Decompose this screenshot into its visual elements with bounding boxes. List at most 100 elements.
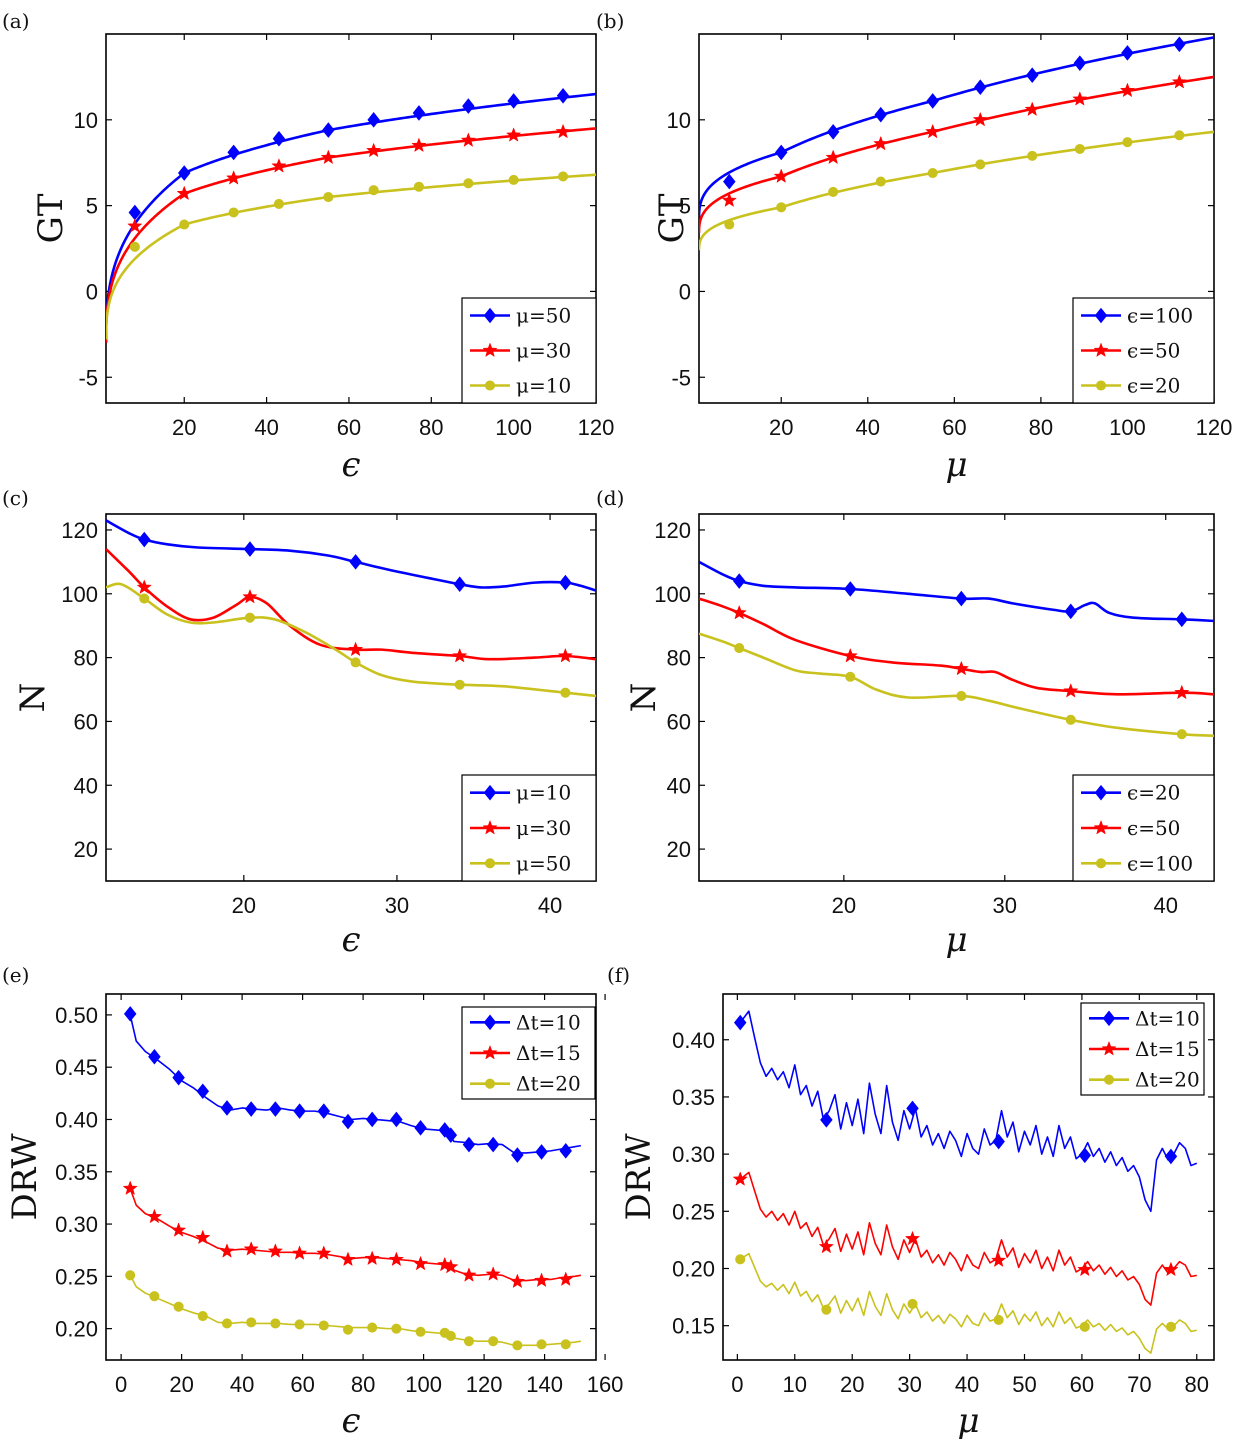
legend-swatch-marker xyxy=(483,784,497,801)
data-point xyxy=(365,1111,379,1128)
x-tick-label: 20 xyxy=(172,415,196,440)
series-1 xyxy=(106,87,596,343)
data-point xyxy=(136,579,152,594)
x-axis-title: ϵ xyxy=(341,1401,360,1441)
legend-swatch-marker xyxy=(484,858,496,869)
legend-swatch-marker xyxy=(1094,307,1108,324)
data-point xyxy=(488,1336,499,1347)
data-point xyxy=(390,1111,403,1128)
series-line xyxy=(699,75,1214,234)
data-point xyxy=(318,1320,329,1331)
data-point xyxy=(560,687,571,698)
x-tick-label: 80 xyxy=(1029,415,1053,440)
data-point xyxy=(1072,91,1088,106)
y-tick-label: -5 xyxy=(78,365,98,390)
x-tick-label: 40 xyxy=(1153,893,1177,918)
data-point xyxy=(127,218,143,233)
data-point xyxy=(723,173,736,190)
plot-area xyxy=(122,1006,582,1351)
x-tick-label: 40 xyxy=(538,893,562,918)
legend-swatch-marker xyxy=(483,1014,497,1031)
y-tick-label: 5 xyxy=(679,194,691,219)
y-axis-title: N xyxy=(13,683,53,713)
data-point xyxy=(412,105,426,121)
data-point xyxy=(953,660,969,676)
data-point xyxy=(990,1252,1007,1268)
legend: μ=50 μ=30 μ=10 xyxy=(461,297,597,404)
data-point xyxy=(291,1245,308,1260)
legend-label: μ=30 xyxy=(516,339,571,363)
x-tick-label: 60 xyxy=(290,1372,314,1397)
data-point xyxy=(368,185,379,196)
legend-label: Δt=15 xyxy=(1135,1037,1200,1061)
data-point xyxy=(844,581,857,597)
legend-swatch-marker xyxy=(484,1078,496,1089)
legend-label: Δt=10 xyxy=(516,1010,581,1034)
data-point xyxy=(342,1324,354,1335)
x-tick-label: 160 xyxy=(587,1372,624,1397)
data-point xyxy=(873,135,889,151)
x-tick-label: 100 xyxy=(405,1372,442,1397)
data-point xyxy=(555,123,571,139)
data-point xyxy=(139,593,150,604)
legend-swatch-marker xyxy=(482,342,498,358)
data-point xyxy=(294,1319,305,1330)
y-tick-label: 0 xyxy=(679,279,691,304)
data-point xyxy=(1077,1261,1093,1277)
panel-label: (c) xyxy=(2,486,29,510)
data-point xyxy=(486,1136,500,1153)
data-point xyxy=(364,1250,380,1266)
series-2 xyxy=(732,1171,1197,1306)
x-tick-label: 100 xyxy=(1109,415,1146,440)
data-point xyxy=(443,1258,459,1274)
legend-label: ϵ=50 xyxy=(1127,816,1180,840)
data-point xyxy=(460,132,477,147)
series-3 xyxy=(699,130,1214,251)
data-point xyxy=(123,1006,137,1022)
data-point xyxy=(828,186,839,197)
chart-panel-4: 20 30 40 20 40 60 80 100 120 μ N (d) ϵ=20 ϵ=50 ϵ=100 xyxy=(596,486,1215,960)
data-point xyxy=(317,1103,331,1119)
x-tick-label: 30 xyxy=(993,893,1017,918)
x-tick-label: 120 xyxy=(1196,415,1233,440)
x-tick-label: 40 xyxy=(254,415,278,440)
y-axis-title: DRW xyxy=(5,1133,45,1220)
chart-panel-5: 0 20 40 60 80 100 120 140 160 0.20 0.25 0.30 0.35 0.4… xyxy=(2,963,623,1441)
data-point xyxy=(733,1014,747,1031)
data-point xyxy=(125,1270,136,1281)
data-point xyxy=(559,1143,572,1159)
data-point xyxy=(925,123,941,139)
data-point xyxy=(219,1243,235,1258)
x-tick-label: 80 xyxy=(419,415,443,440)
series-2 xyxy=(122,1180,582,1289)
data-point xyxy=(149,1291,160,1302)
data-point xyxy=(874,106,888,123)
data-point xyxy=(445,1330,456,1341)
y-tick-label: 20 xyxy=(667,837,691,862)
data-point xyxy=(454,679,465,690)
data-point xyxy=(244,1101,258,1117)
data-point xyxy=(1027,150,1038,161)
x-tick-label: 0 xyxy=(731,1372,743,1397)
data-point xyxy=(170,1222,187,1237)
x-tick-label: 60 xyxy=(1070,1372,1094,1397)
plot-frame xyxy=(698,513,1215,882)
data-point xyxy=(955,590,968,607)
series-2 xyxy=(699,597,1214,700)
x-tick-label: 70 xyxy=(1127,1372,1151,1397)
series-1 xyxy=(733,1010,1198,1213)
panel-label: (d) xyxy=(596,486,624,510)
data-point xyxy=(732,573,746,589)
data-point xyxy=(173,1301,184,1312)
legend-swatch-marker xyxy=(1094,784,1108,801)
y-tick-label: 0 xyxy=(86,279,98,304)
data-point xyxy=(735,1254,746,1265)
data-point xyxy=(731,604,747,620)
data-point xyxy=(776,202,787,213)
legend-swatch-marker xyxy=(482,1044,498,1060)
data-point xyxy=(367,112,380,128)
data-point xyxy=(821,1304,832,1315)
data-point xyxy=(341,1113,355,1130)
data-point xyxy=(927,167,938,179)
data-point xyxy=(415,1326,426,1337)
